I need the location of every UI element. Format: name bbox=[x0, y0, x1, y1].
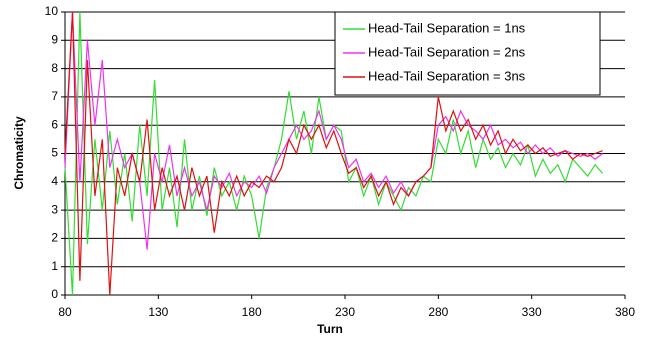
series-line bbox=[64, 11, 603, 296]
legend-label: Head-Tail Separation = 2ns bbox=[368, 44, 526, 59]
y-tick-label: 9 bbox=[51, 32, 58, 46]
y-tick-label: 10 bbox=[45, 4, 59, 18]
y-tick-label: 4 bbox=[51, 174, 58, 188]
x-tick-label: 80 bbox=[58, 305, 72, 319]
y-tick-label: 6 bbox=[51, 117, 58, 131]
y-tick-label: 2 bbox=[51, 231, 58, 245]
series-line bbox=[64, 11, 603, 250]
x-tick-label: 330 bbox=[522, 305, 542, 319]
x-axis-label: Turn bbox=[317, 322, 343, 336]
y-tick-label: 8 bbox=[51, 61, 58, 75]
legend-box bbox=[334, 11, 601, 96]
x-tick-label: 180 bbox=[242, 305, 262, 319]
y-tick-label: 7 bbox=[51, 89, 58, 103]
y-tick-label: 5 bbox=[51, 146, 58, 160]
x-tick-label: 130 bbox=[148, 305, 168, 319]
y-axis-label: Chromaticity bbox=[12, 116, 26, 190]
x-tick-label: 230 bbox=[335, 305, 355, 319]
legend-label: Head-Tail Separation = 1ns bbox=[368, 20, 526, 35]
y-tick-label: 1 bbox=[51, 259, 58, 273]
legend-label: Head-Tail Separation = 3ns bbox=[368, 68, 526, 83]
y-tick-label: 0 bbox=[51, 287, 58, 301]
y-tick-label: 3 bbox=[51, 202, 58, 216]
x-tick-label: 380 bbox=[615, 305, 635, 319]
x-tick-label: 280 bbox=[428, 305, 448, 319]
